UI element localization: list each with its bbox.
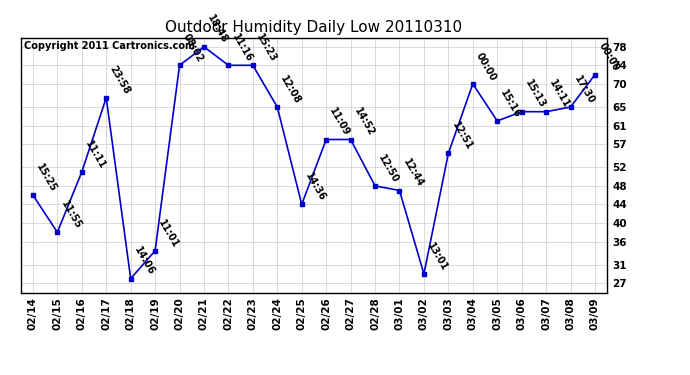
Text: Copyright 2011 Cartronics.com: Copyright 2011 Cartronics.com [23,41,195,51]
Text: 14:52: 14:52 [352,106,376,138]
Text: 18:48: 18:48 [206,13,230,45]
Text: 12:44: 12:44 [401,157,425,189]
Text: 11:01: 11:01 [157,217,181,249]
Text: 12:08: 12:08 [279,74,303,106]
Text: 00:00: 00:00 [596,41,620,73]
Text: 23:58: 23:58 [108,64,132,96]
Text: 00:00: 00:00 [474,51,498,82]
Text: 14:06: 14:06 [132,245,156,277]
Text: 11:16: 11:16 [230,32,254,64]
Text: 08:02: 08:02 [181,32,205,64]
Text: 15:23: 15:23 [254,32,278,64]
Text: 14:36: 14:36 [303,171,327,203]
Text: 12:50: 12:50 [377,153,401,184]
Text: 12:51: 12:51 [450,120,474,152]
Text: 11:55: 11:55 [59,199,83,231]
Text: 11:09: 11:09 [328,106,352,138]
Title: Outdoor Humidity Daily Low 20110310: Outdoor Humidity Daily Low 20110310 [166,20,462,35]
Text: 15:25: 15:25 [34,162,59,194]
Text: 15:16: 15:16 [499,88,523,120]
Text: 11:11: 11:11 [83,139,108,171]
Text: 14:11: 14:11 [547,78,571,110]
Text: 17:30: 17:30 [572,74,596,106]
Text: 15:13: 15:13 [523,78,547,110]
Text: 13:01: 13:01 [425,241,449,273]
